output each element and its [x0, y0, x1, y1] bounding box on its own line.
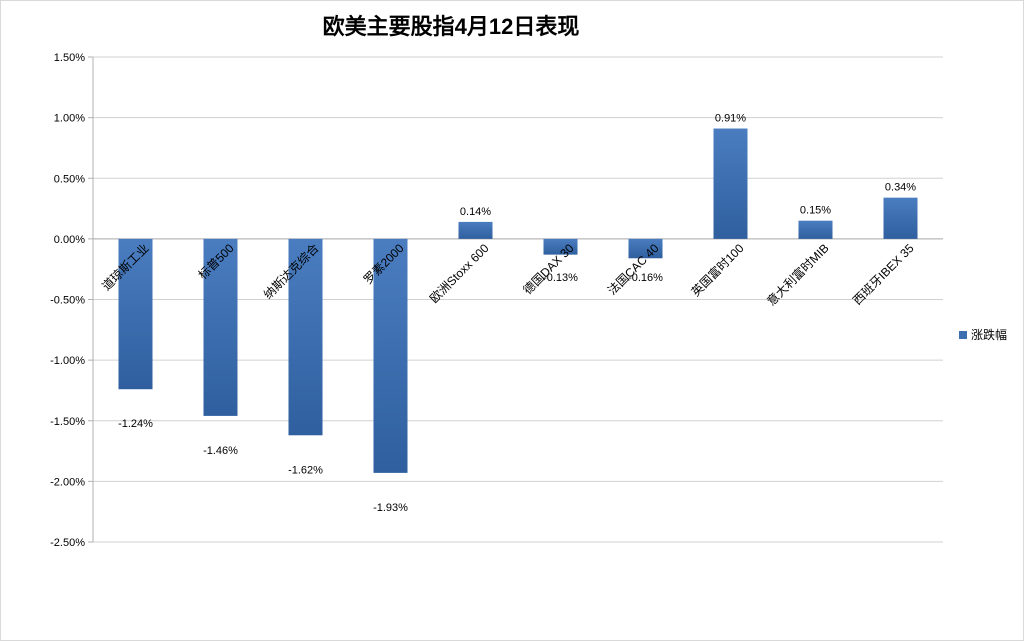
y-tick-label: -0.50%: [50, 295, 85, 307]
data-label: -1.62%: [288, 464, 323, 476]
category-label: 意大利富时MIB: [763, 240, 831, 308]
y-tick-label: -2.50%: [50, 537, 85, 549]
bar: [543, 238, 578, 255]
y-tick-label: 0.50%: [54, 173, 85, 185]
y-tick-label: -1.00%: [50, 355, 85, 367]
bar: [883, 197, 918, 239]
data-label: -0.16%: [628, 272, 663, 284]
y-tick-label: -2.00%: [50, 476, 85, 488]
bar: [203, 238, 238, 416]
data-label: -1.24%: [118, 418, 153, 430]
bar: [798, 220, 833, 239]
y-tick-label: 0.00%: [54, 234, 85, 246]
y-tick-label: 1.50%: [54, 52, 85, 64]
data-labels: -1.24% -1.46% -1.62% -1.93% 0.14% -0.13% -0.16…: [118, 113, 916, 514]
bar: [373, 238, 408, 473]
legend: 涨跌幅: [959, 327, 1007, 342]
bar: [628, 238, 663, 259]
legend-swatch: [959, 331, 967, 339]
bar: [288, 238, 323, 436]
data-label: 0.34%: [885, 182, 916, 194]
category-label: 西班牙IBEX 35: [850, 241, 917, 308]
bar: [118, 238, 153, 390]
data-label: 0.15%: [800, 205, 831, 217]
data-label: -0.13%: [543, 272, 578, 284]
data-label: -1.46%: [203, 445, 238, 457]
category-label: 英国富时100: [688, 240, 747, 299]
bar: [713, 128, 748, 239]
legend-label: 涨跌幅: [971, 327, 1007, 342]
y-tick-label: -1.50%: [50, 416, 85, 428]
y-tick-label: 1.00%: [54, 113, 85, 125]
bar: [458, 221, 493, 239]
category-label: 欧洲Stoxx 600: [427, 241, 492, 306]
data-label: 0.91%: [715, 113, 746, 125]
bars: [118, 128, 918, 473]
data-label: -1.93%: [373, 502, 408, 514]
y-axis-ticks: 1.50% 1.00% 0.50% 0.00% -0.50% -1.00% -1.50% -2…: [50, 52, 85, 549]
data-label: 0.14%: [460, 206, 491, 218]
chart-title: 欧美主要股指4月12日表现: [322, 14, 580, 39]
